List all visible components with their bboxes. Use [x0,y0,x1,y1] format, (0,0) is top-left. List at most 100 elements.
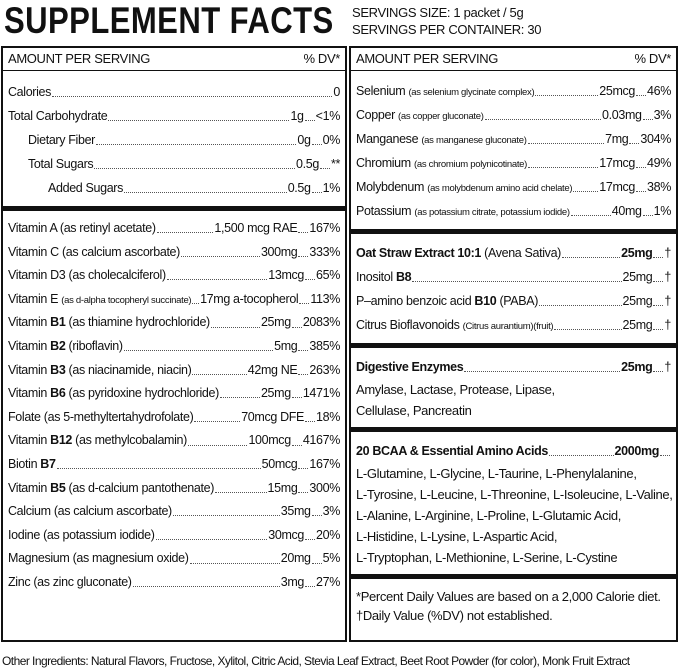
amount: 0 [333,85,340,99]
leader [180,255,260,257]
name: Molybdenum [356,180,425,194]
name: Vitamin C [8,244,59,259]
nutrient-row: Copper (as copper gluconate) 0.03mg 3% [356,103,671,127]
ingredient-line: Amylase, Lactase, Protease, Lipase, [356,382,555,397]
nutrient-row: Citrus Bioflavonoids (Citrus aurantium)(… [356,313,671,337]
leader [311,515,322,517]
nutrient-name: Vitamin B1 (as thiamine hydrochloride) [8,311,210,335]
name-note: (as manganese gluconate) [421,135,527,146]
nutrient-row: Zinc (as zinc gluconate) 3mg 27% [8,571,340,595]
leader [56,468,261,470]
nutrient-row: Vitamin E (as d-alpha tocopheryl succina… [8,288,340,312]
ingredient-line: Cellulase, Pancreatin [356,403,472,418]
name-bold: B2 [50,338,66,353]
leader [291,326,302,328]
nutrient-name: Calories [8,80,51,104]
name: Calories [8,85,52,99]
leader [629,142,640,144]
nutrient-name: Molybdenum (as molybdenum amino acid che… [356,175,573,201]
leader [311,143,322,145]
name-note: (as magnesium oxide) [72,551,189,566]
header-dv: % DV* [303,51,340,66]
amount: 25mcg [599,84,636,98]
amount: 0.03mg [602,108,642,122]
name-note: (PABA) [499,294,539,308]
nutrient-row: 20 BCAA & Essential Amino Acids 2000mg [356,439,671,463]
daily-value: 49% [647,156,671,170]
header-dv: % DV* [634,51,671,66]
leader [192,303,200,305]
nutrient-name: Total Sugars [28,152,94,176]
name-bold: B1 [50,315,66,330]
section: Selenium (as selenium glycinate complex)… [351,71,676,234]
nutrient-name: Dietary Fiber [28,128,95,152]
nutrient-name: Zinc (as zinc gluconate) [8,571,132,595]
nutrient-row: Vitamin B2 (riboflavin) 5mg 385% [8,335,340,359]
daily-value: 3% [653,108,672,122]
nutrient-name: Copper (as copper gluconate) [356,103,484,129]
amount: 15mg [267,480,298,495]
leader [291,397,302,399]
nutrient-row: Biotin B7 50mcg 167% [8,453,340,477]
amount: 1g [290,109,304,123]
leader [219,397,260,399]
nutrient-row: Dietary Fiber 0g 0% [8,128,340,152]
daily-value: 167% [309,456,340,471]
leader [311,562,322,564]
footnote: †Daily Value (%DV) not established. [356,608,553,623]
leader [570,214,611,216]
ingredient-line: L-Tryptophan, L-Methionine, L-Serine, L-… [356,550,618,565]
serving-size: SERVINGS SIZE: 1 packet / 5g [352,5,524,20]
nutrient-row: Vitamin B6 (as pyridoxine hydrochloride)… [8,382,340,406]
leader [653,304,664,306]
amount: 3mg [280,574,305,589]
leader [194,421,241,423]
name: Citrus Bioflavonoids [356,318,460,332]
nutrient-name: Folate (as 5-methyltertahydrofolate) [8,406,194,430]
leader [319,167,330,169]
name: Dietary Fiber [28,133,95,147]
nutrient-name: Magnesium (as magnesium oxide) [8,547,189,571]
nutrient-name: Selenium (as selenium glycinate complex) [356,79,535,105]
daily-value: 304% [640,132,671,146]
leader [123,350,274,352]
leader [642,214,653,216]
title: SUPPLEMENT FACTS [4,0,334,41]
name: Oat Straw Extract 10:1 [356,246,481,260]
leader [166,279,268,281]
amount: 17mg a-tocopherol [200,291,299,306]
amount: 17mcg [599,180,636,194]
nutrient-row: Potassium (as potassium citrate, potassi… [356,199,671,223]
nutrient-name: P–amino benzoic acid B10 (PABA) [356,289,538,313]
nutrient-name: Oat Straw Extract 10:1 (Avena Sativa) [356,241,561,265]
leader [636,190,647,192]
name: Manganese [356,132,419,146]
name: Vitamin E [8,291,59,306]
leader [298,350,309,352]
leader [298,232,309,234]
daily-value: 20% [316,527,340,542]
nutrient-row: Magnesium (as magnesium oxide) 20mg 5% [8,547,340,571]
name-note: (as calcium ascorbate) [61,244,180,259]
nutrient-name: Citrus Bioflavonoids (Citrus aurantium)(… [356,313,554,339]
section: Calories 0 Total Carbohydrate 1g <1% Dietary … [3,71,345,211]
amount: 100mcg [248,433,291,448]
nutrient-row: Calcium (as calcium ascorbate) 35mg 3% [8,500,340,524]
name: Inositol [356,270,393,284]
name: Copper [356,108,395,122]
leader [298,491,309,493]
nutrient-name: Inositol B8 [356,265,412,289]
amount: 30mcg [268,527,305,542]
name-bold: B7 [40,456,56,471]
nutrient-name: Vitamin B6 (as pyridoxine hydrochloride) [8,382,219,406]
leader [528,166,599,168]
nutrient-row: Vitamin B5 (as d-calcium pantothenate) 15… [8,477,340,501]
name: Vitamin [8,338,48,353]
leader [94,167,296,169]
nutrient-name: Vitamin B2 (riboflavin) [8,335,123,359]
ingredient-line: L-Histidine, L-Lysine, L-Aspartic Acid, [356,529,558,544]
leader [527,142,605,144]
leader [305,539,316,541]
name-note: (as thiamine hydrochloride) [68,315,211,330]
nutrient-row: P–amino benzoic acid B10 (PABA) 25mg † [356,289,671,313]
